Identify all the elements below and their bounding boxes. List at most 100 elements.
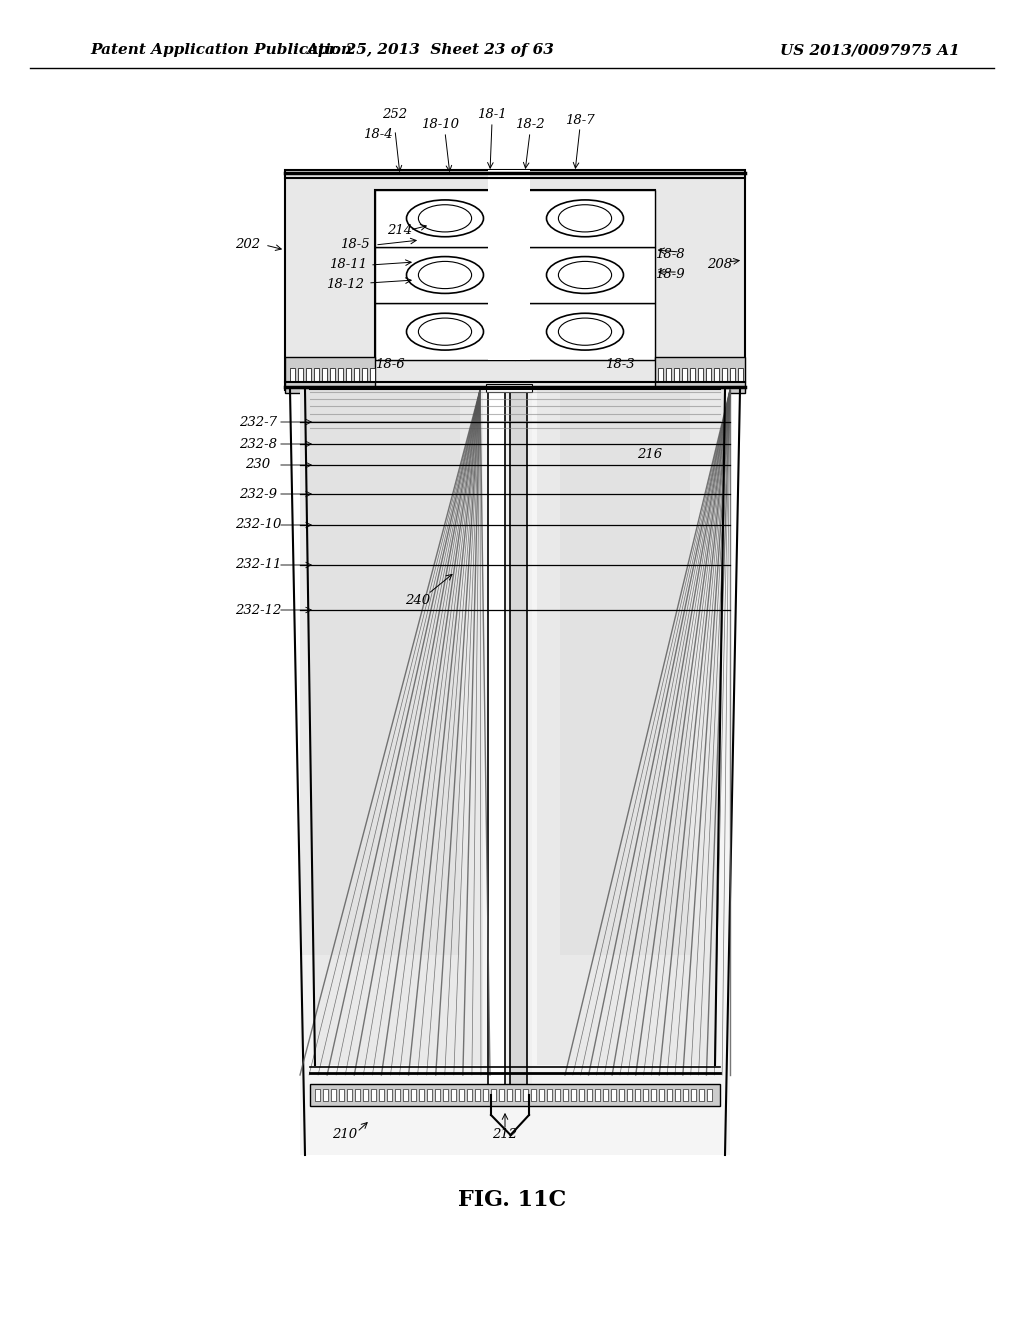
Bar: [515, 190, 655, 247]
Bar: [354, 368, 359, 381]
Text: 230: 230: [246, 458, 270, 471]
Text: 18-1: 18-1: [477, 108, 507, 121]
Bar: [635, 1089, 640, 1101]
Bar: [539, 1089, 544, 1101]
Bar: [655, 356, 745, 393]
Ellipse shape: [407, 313, 483, 350]
Bar: [699, 1089, 705, 1101]
Bar: [306, 368, 311, 381]
Bar: [707, 1089, 712, 1101]
Bar: [618, 1089, 624, 1101]
Bar: [443, 1089, 449, 1101]
Bar: [475, 1089, 480, 1101]
Bar: [738, 368, 743, 381]
Bar: [339, 1089, 344, 1101]
Bar: [346, 368, 351, 381]
Text: 214: 214: [387, 223, 413, 236]
Polygon shape: [300, 389, 460, 954]
Bar: [706, 368, 711, 381]
Polygon shape: [537, 389, 725, 1065]
Ellipse shape: [558, 261, 611, 289]
Ellipse shape: [419, 318, 472, 346]
Polygon shape: [560, 389, 690, 954]
Ellipse shape: [419, 261, 472, 289]
Bar: [338, 368, 343, 381]
Ellipse shape: [419, 205, 472, 232]
Bar: [627, 1089, 632, 1101]
Bar: [587, 1089, 592, 1101]
Bar: [403, 1089, 408, 1101]
Bar: [375, 247, 515, 304]
Bar: [683, 1089, 688, 1101]
Bar: [370, 368, 375, 381]
Text: 216: 216: [637, 449, 663, 462]
Bar: [531, 1089, 536, 1101]
Bar: [483, 1089, 488, 1101]
Bar: [310, 1084, 720, 1106]
Bar: [298, 368, 303, 381]
Bar: [674, 368, 679, 381]
Bar: [488, 389, 505, 1096]
Bar: [285, 170, 745, 389]
Text: 18-3: 18-3: [605, 359, 635, 371]
Text: 18-11: 18-11: [329, 259, 367, 272]
Bar: [571, 1089, 575, 1101]
Bar: [666, 368, 671, 381]
Bar: [300, 389, 730, 1155]
Bar: [515, 1089, 520, 1101]
Text: Apr. 25, 2013  Sheet 23 of 63: Apr. 25, 2013 Sheet 23 of 63: [306, 44, 554, 57]
Bar: [411, 1089, 416, 1101]
Bar: [690, 368, 695, 381]
Bar: [459, 1089, 464, 1101]
Text: 232-9: 232-9: [239, 487, 278, 500]
Text: 18-12: 18-12: [326, 279, 364, 292]
Bar: [714, 368, 719, 381]
Bar: [722, 368, 727, 381]
Bar: [419, 1089, 424, 1101]
Bar: [691, 1089, 696, 1101]
Text: 18-8: 18-8: [655, 248, 685, 261]
Bar: [314, 368, 319, 381]
Bar: [523, 1089, 528, 1101]
Text: 18-9: 18-9: [655, 268, 685, 281]
Bar: [515, 247, 655, 304]
Bar: [659, 1089, 664, 1101]
Bar: [375, 190, 515, 247]
Bar: [323, 1089, 328, 1101]
Text: 208: 208: [708, 259, 732, 272]
Bar: [730, 368, 735, 381]
Bar: [667, 1089, 672, 1101]
Bar: [643, 1089, 648, 1101]
Ellipse shape: [547, 313, 624, 350]
Bar: [698, 368, 703, 381]
Text: 232-12: 232-12: [234, 603, 282, 616]
Text: FIG. 11C: FIG. 11C: [458, 1189, 566, 1210]
Bar: [499, 1089, 504, 1101]
Text: US 2013/0097975 A1: US 2013/0097975 A1: [780, 44, 959, 57]
Bar: [563, 1089, 568, 1101]
Bar: [379, 1089, 384, 1101]
Bar: [488, 389, 532, 1096]
Text: 210: 210: [333, 1129, 357, 1142]
Bar: [595, 1089, 600, 1101]
Bar: [555, 1089, 560, 1101]
Bar: [467, 1089, 472, 1101]
Bar: [375, 190, 655, 360]
Text: 18-4: 18-4: [364, 128, 393, 141]
Ellipse shape: [558, 205, 611, 232]
Bar: [355, 1089, 360, 1101]
Polygon shape: [305, 389, 483, 1065]
Bar: [322, 368, 327, 381]
Text: 18-6: 18-6: [375, 359, 404, 371]
Text: 232-10: 232-10: [234, 519, 282, 532]
Bar: [490, 1089, 496, 1101]
Bar: [362, 1089, 368, 1101]
Bar: [330, 368, 335, 381]
Bar: [331, 1089, 336, 1101]
Bar: [603, 1089, 608, 1101]
Bar: [579, 1089, 584, 1101]
Bar: [651, 1089, 656, 1101]
Text: 240: 240: [406, 594, 430, 606]
Bar: [658, 368, 663, 381]
Text: 18-7: 18-7: [565, 114, 595, 127]
